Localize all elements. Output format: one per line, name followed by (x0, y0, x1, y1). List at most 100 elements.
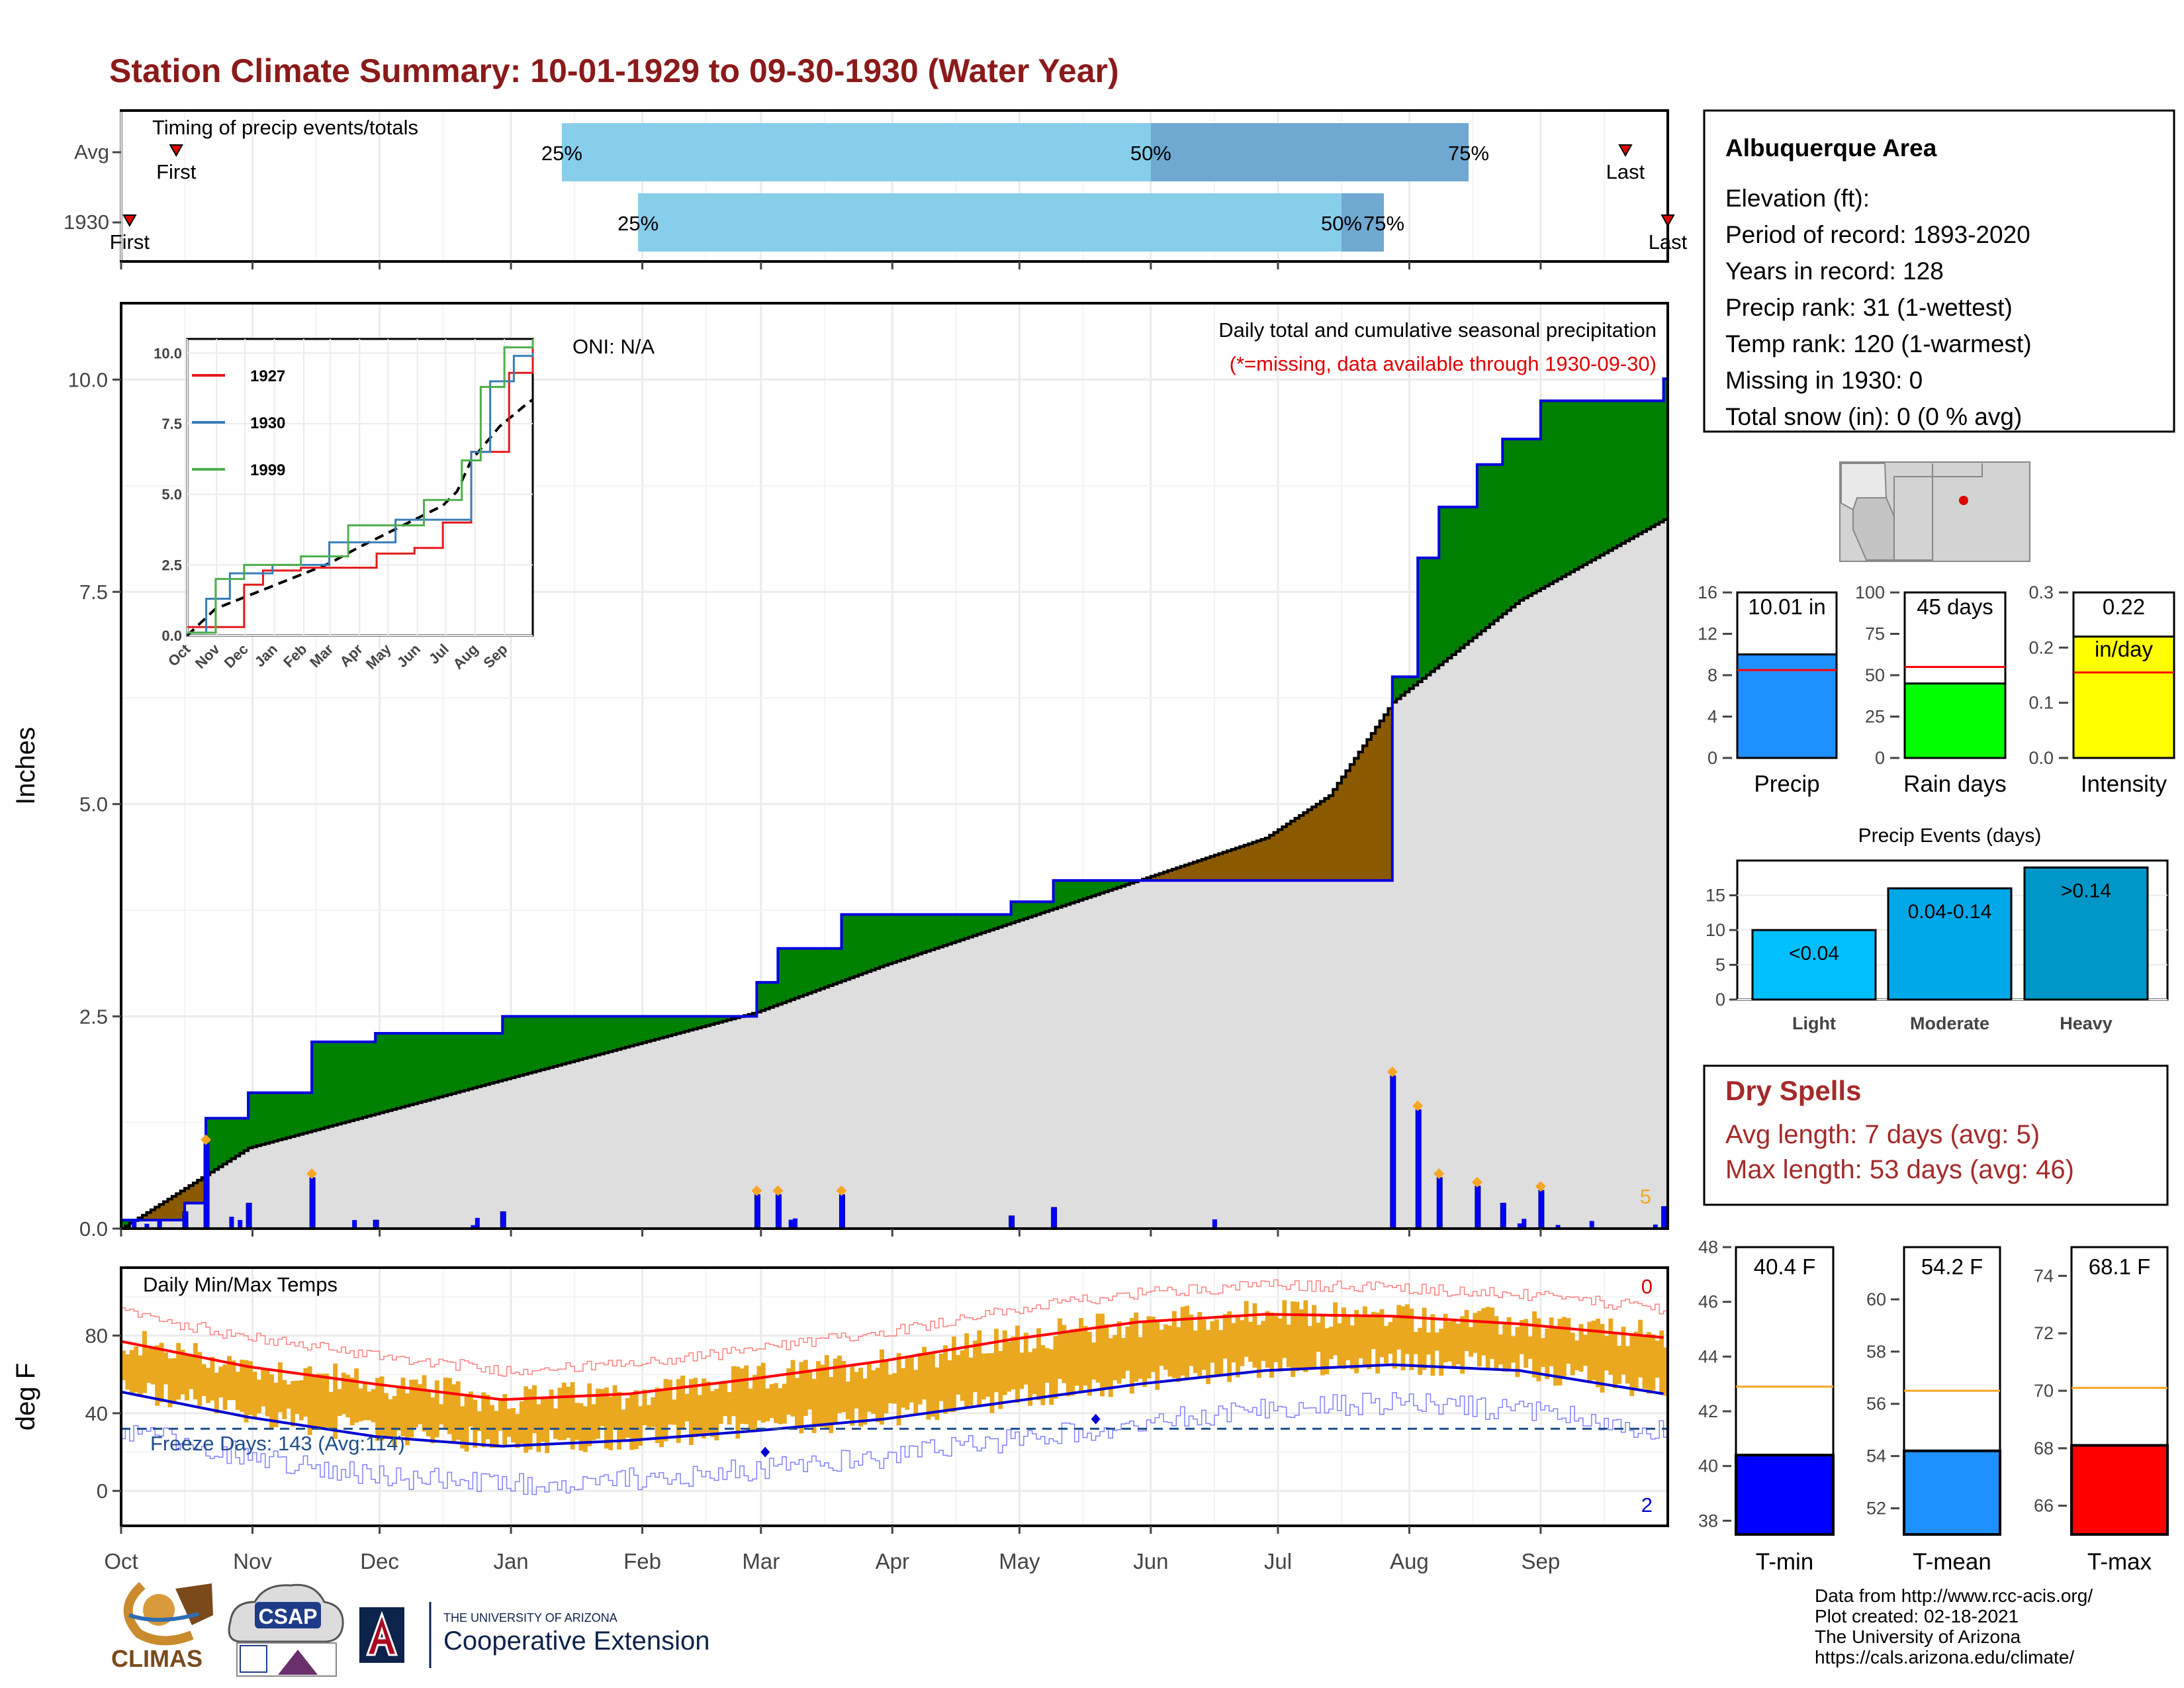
precip-departure-segment (396, 1033, 402, 1109)
precip-departure-segment (1549, 400, 1554, 584)
daily-precip-bar (229, 1217, 234, 1229)
precip-departure-segment (244, 1118, 249, 1151)
summary-bar-ytick-label: 8 (1707, 665, 1717, 685)
daily-temp-range-bar (159, 1342, 164, 1403)
precip-departure-segment (1007, 914, 1012, 925)
daily-temp-range-bar (400, 1378, 406, 1436)
precip-departure-segment (684, 1016, 690, 1032)
precip-departure-segment (455, 1033, 461, 1093)
daily-temp-range-bar (684, 1393, 690, 1422)
precip-event-bar-text: <0.04 (1789, 943, 1839, 964)
heavy-event-marker (1471, 1176, 1482, 1188)
summary-bar-ytick-label: 0.0 (2028, 748, 2054, 768)
precip-departure-segment (1349, 764, 1355, 881)
daily-temp-range-bar (146, 1348, 152, 1383)
daily-temp-range-bar (367, 1391, 372, 1421)
daily-temp-range-bar (926, 1352, 931, 1420)
daily-temp-range-bar (163, 1352, 168, 1385)
precip-departure-segment (171, 1196, 177, 1221)
precip-departure-segment (320, 1041, 325, 1129)
daily-temp-range-bar (1477, 1311, 1482, 1367)
temp-summary-ytick-label: 74 (2034, 1266, 2054, 1286)
precip-departure-segment (1587, 400, 1592, 563)
precip-departure-segment (1028, 902, 1033, 917)
daily-temp-range-bar (222, 1364, 228, 1411)
precip-departure-segment (688, 1016, 694, 1031)
precip-departure-segment (1646, 400, 1651, 530)
precip-departure-segment (185, 1188, 190, 1203)
daily-temp-range-bar (235, 1372, 240, 1410)
precip-departure-segment (913, 914, 919, 956)
precip-departure-segment (723, 1016, 728, 1021)
avg-min-temp-line (120, 1363, 1664, 1448)
precip-departure-segment (1002, 914, 1007, 926)
precip-departure-segment (1185, 865, 1190, 881)
precip-departure-segment (180, 1191, 185, 1221)
precip-departure-segment (146, 1212, 152, 1221)
daily-temp-range-bar (477, 1411, 482, 1431)
precip-departure-segment (1422, 557, 1427, 679)
daily-temp-range-bar (934, 1367, 940, 1421)
daily-temp-range-bar (887, 1374, 893, 1403)
precip-departure-segment (214, 1118, 219, 1170)
daily-temp-range-bar (197, 1352, 203, 1406)
temp-summary-label: T-max (2087, 1549, 2152, 1575)
precip-departure-segment (375, 1033, 381, 1114)
daily-temp-range-bar (218, 1366, 224, 1398)
precip-departure-segment (519, 1016, 524, 1076)
precip-departure-segment (447, 1033, 453, 1095)
daily-temp-range-bar (901, 1368, 906, 1408)
precip-event-label: Moderate (1910, 1013, 1989, 1033)
daily-temp-range-bar (1337, 1323, 1342, 1366)
events-title: Precip Events (days) (1858, 825, 2042, 847)
daily-temp-range-bar (693, 1378, 698, 1438)
precip-departure-segment (1044, 902, 1050, 912)
precip-departure-segment (511, 1016, 516, 1078)
daily-temp-range-bar (1049, 1349, 1054, 1405)
daily-temp-range-bar (430, 1397, 435, 1444)
daily-temp-range-bar (1455, 1323, 1461, 1364)
daily-temp-range-bar (1375, 1312, 1381, 1374)
precip-departure-segment (142, 1215, 148, 1221)
precip-departure-segment (1206, 857, 1211, 881)
daily-temp-range-bar (273, 1382, 279, 1427)
precip-departure-segment (977, 914, 982, 935)
precip-departure-segment (443, 1033, 448, 1096)
info-line: Years in record: 128 (1725, 258, 1944, 285)
precip-departure-segment (193, 1182, 198, 1203)
daily-temp-range-bar (1400, 1306, 1406, 1371)
precip-departure-segment (295, 1092, 300, 1136)
daily-temp-range-bar (1396, 1305, 1402, 1350)
daily-temp-range-bar (811, 1378, 817, 1433)
month-label: Jul (1264, 1549, 1292, 1573)
daily-temp-range-bar (1418, 1327, 1423, 1376)
precip-departure-segment (1358, 752, 1363, 881)
temp-summary-ytick-label: 44 (1698, 1346, 1718, 1366)
precip-departure-segment (545, 1016, 550, 1069)
daily-temp-range-bar (1328, 1327, 1334, 1360)
precip-departure-segment (617, 1016, 622, 1050)
daily-temp-range-bar (566, 1386, 571, 1438)
daily-precip-bar (144, 1223, 150, 1229)
precip-departure-segment (1460, 506, 1465, 648)
daily-temp-range-bar (345, 1374, 351, 1418)
daily-temp-range-bar (1502, 1324, 1508, 1372)
precip-departure-segment (1337, 783, 1342, 881)
precip-departure-segment (765, 982, 770, 1009)
timing-p50-label: 50% (1130, 142, 1171, 165)
precip-departure-segment (600, 1016, 605, 1055)
timing-row-label: Avg (74, 140, 109, 164)
daily-temp-range-bar (1210, 1321, 1215, 1363)
daily-temp-range-bar (1553, 1327, 1559, 1386)
daily-temp-range-bar (896, 1353, 901, 1426)
daily-temp-range-bar (909, 1356, 914, 1403)
daily-temp-range-bar (1413, 1332, 1418, 1354)
daily-temp-range-bar (490, 1405, 494, 1448)
precip-departure-segment (795, 948, 800, 998)
precip-departure-segment (642, 1016, 647, 1043)
events-ytick-label: 0 (1715, 990, 1725, 1009)
daily-temp-range-bar (404, 1393, 410, 1446)
daily-temp-range-bar (413, 1380, 418, 1428)
precip-departure-segment (1087, 880, 1092, 898)
daily-temp-range-bar (295, 1380, 300, 1415)
